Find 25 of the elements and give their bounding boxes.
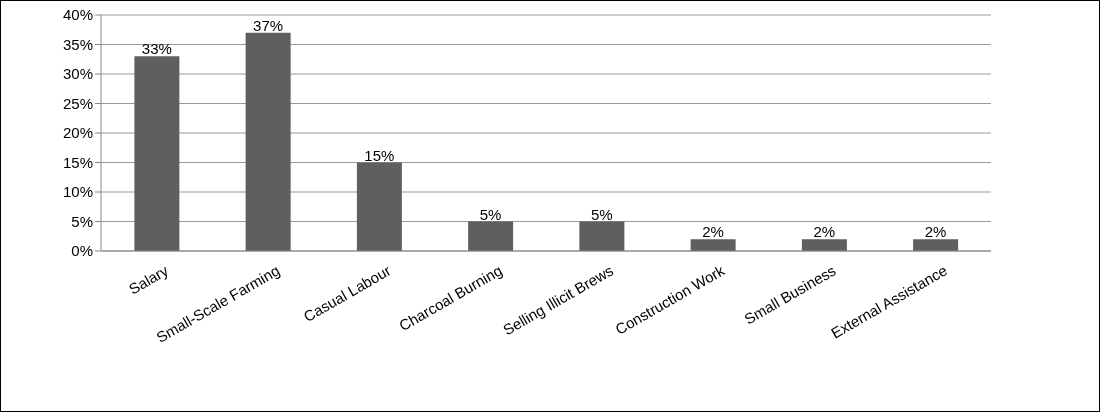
- data-label: 2%: [924, 223, 947, 241]
- data-label: 15%: [364, 146, 395, 164]
- bar: [913, 239, 959, 251]
- bar: [356, 162, 402, 251]
- data-label: 2%: [702, 223, 724, 241]
- y-tick-label: 10%: [62, 183, 93, 201]
- y-tick-label: 20%: [62, 124, 93, 142]
- bar: [579, 221, 625, 251]
- data-label: 37%: [253, 16, 284, 34]
- bar: [801, 239, 847, 251]
- y-tick-label: 35%: [62, 35, 93, 53]
- y-tick-label: 40%: [62, 6, 93, 24]
- y-tick-label: 15%: [62, 153, 93, 171]
- bar: [690, 239, 736, 251]
- bar: [468, 221, 514, 251]
- bar: [134, 56, 180, 251]
- data-label: 2%: [813, 223, 836, 241]
- y-tick-label: 0%: [71, 242, 93, 260]
- data-label: 5%: [591, 205, 613, 223]
- data-label: 5%: [479, 205, 502, 223]
- data-label: 33%: [141, 40, 172, 58]
- y-tick-label: 30%: [62, 65, 93, 83]
- y-tick-label: 5%: [71, 212, 93, 230]
- bar: [245, 32, 291, 251]
- y-tick-label: 25%: [62, 94, 93, 112]
